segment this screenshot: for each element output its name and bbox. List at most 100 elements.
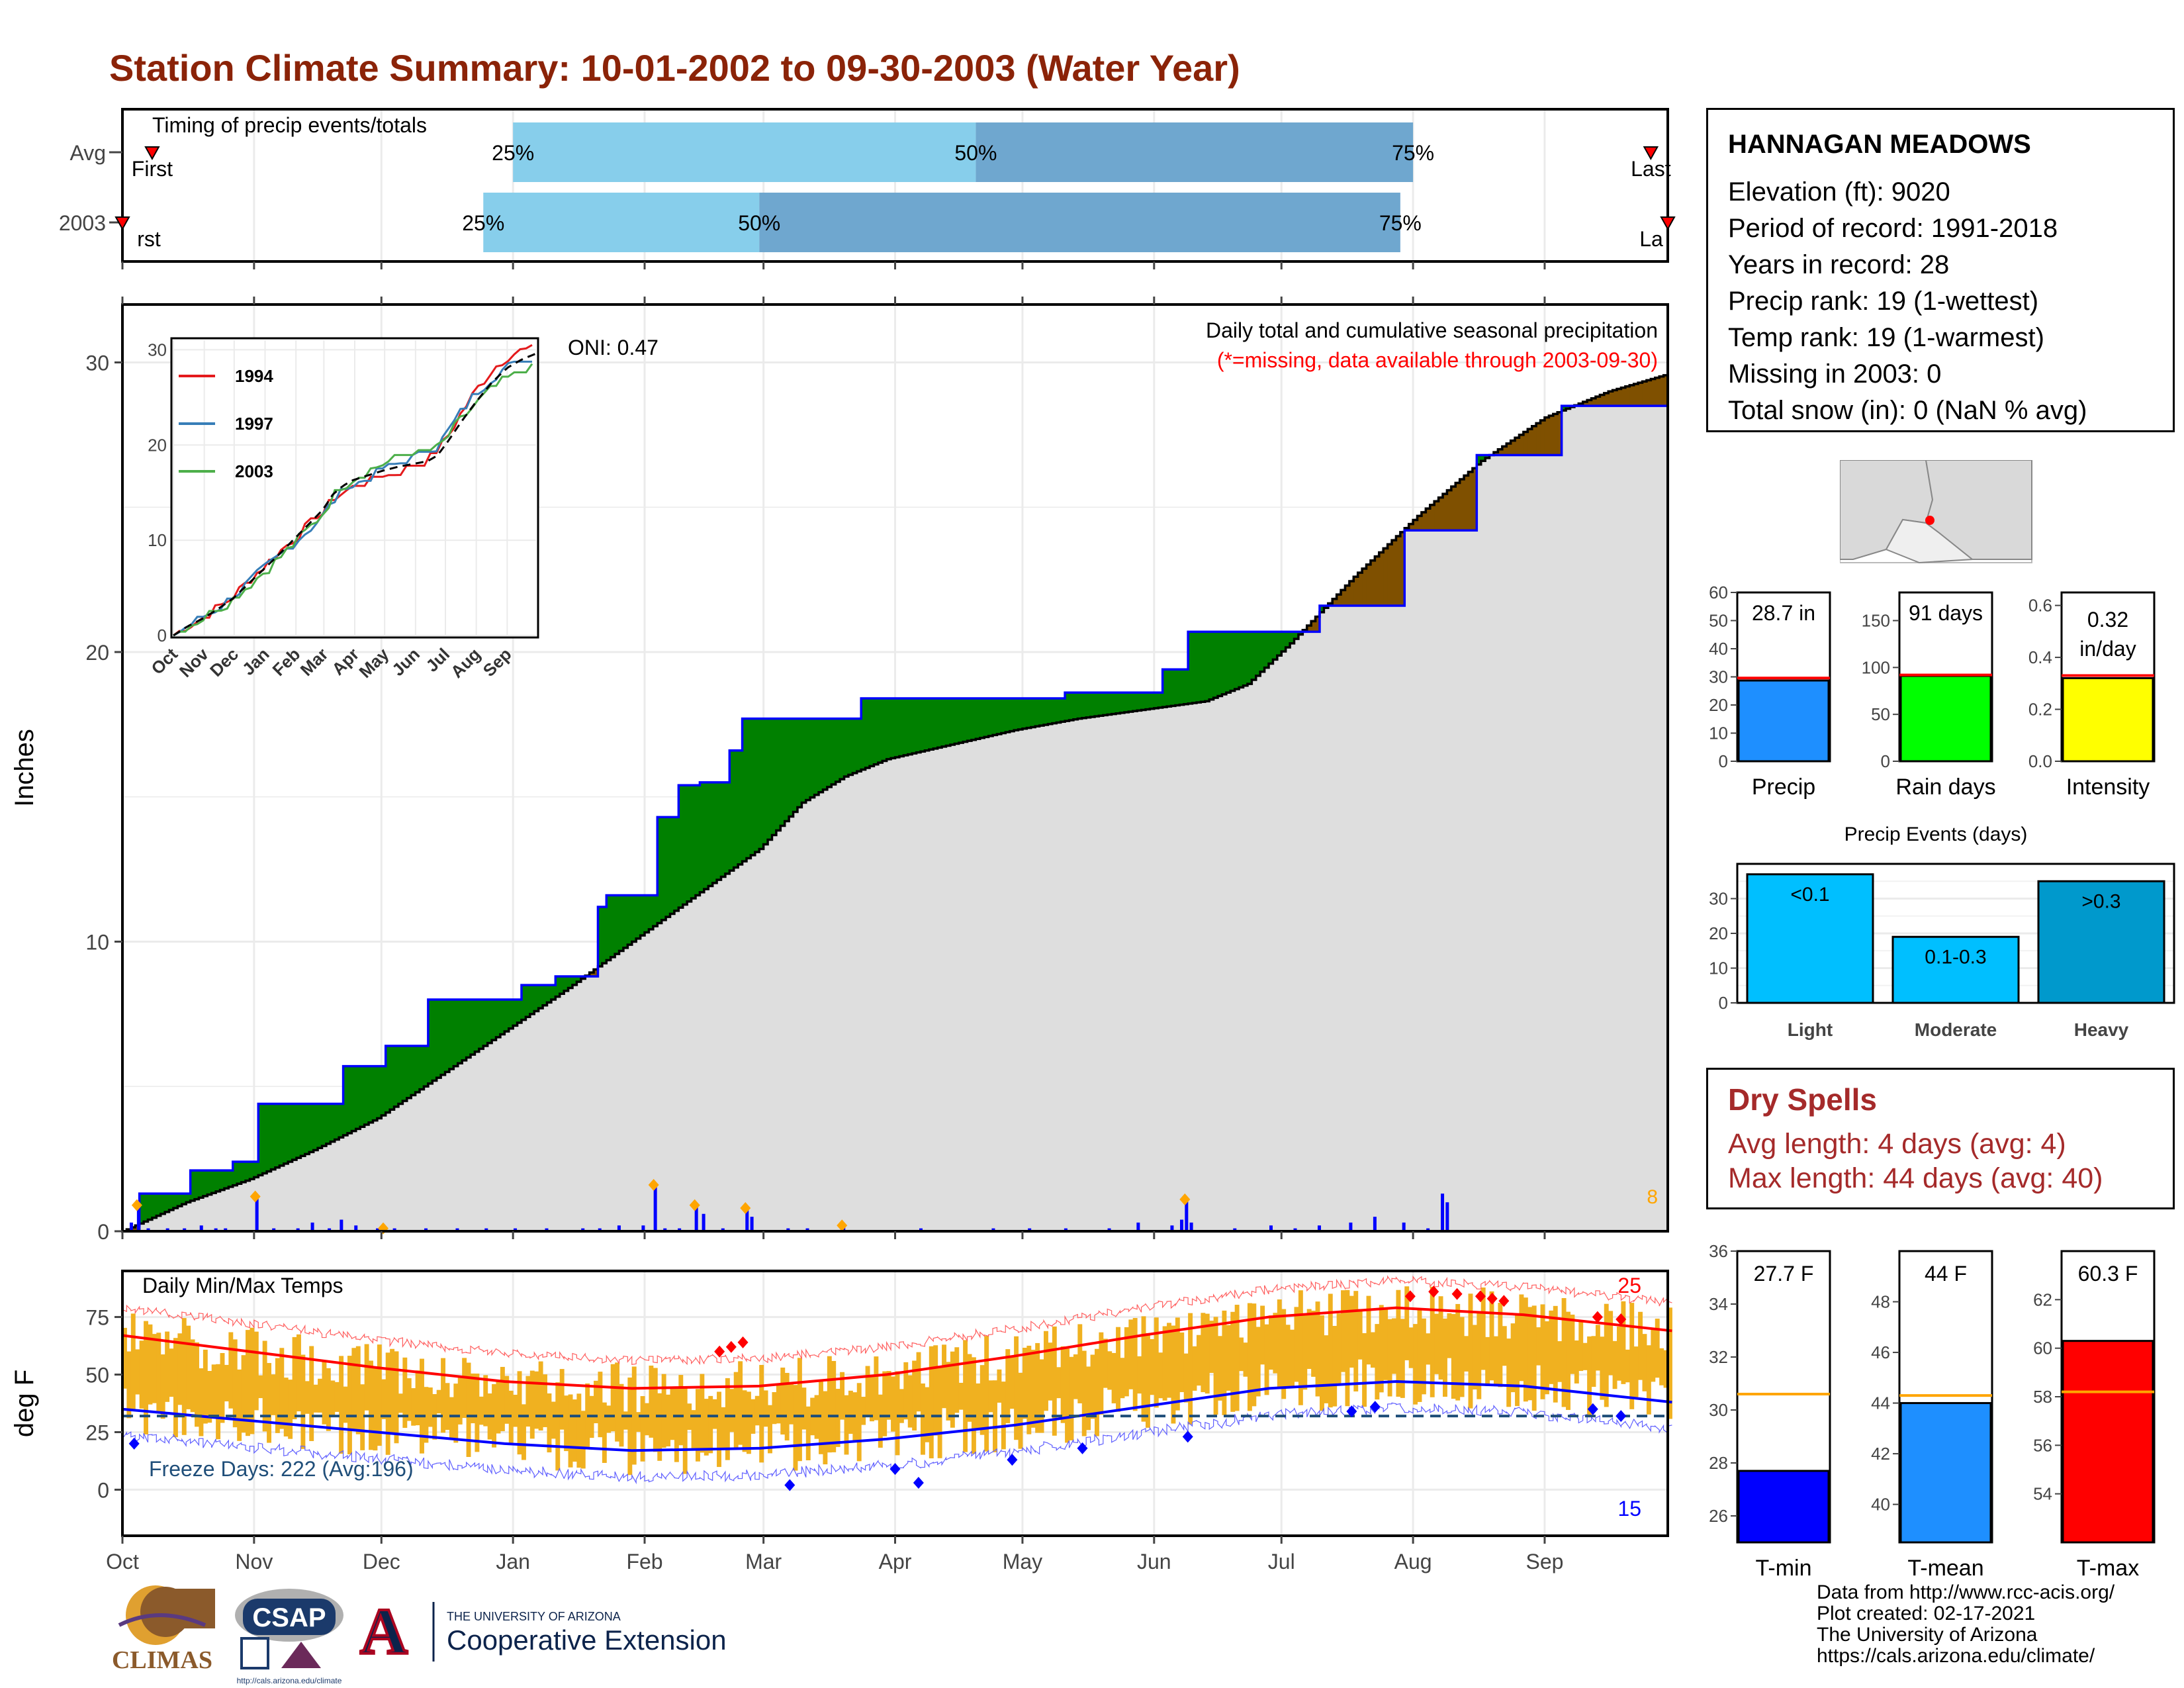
cumulative-diff-segment bbox=[1464, 475, 1469, 531]
daily-temp-range-bar bbox=[1128, 1319, 1134, 1389]
tsum-y-tick-label: 48 bbox=[1871, 1292, 1890, 1312]
cumulative-diff-segment bbox=[819, 718, 823, 792]
daily-temp-range-bar bbox=[394, 1351, 399, 1444]
daily-temp-range-bar bbox=[478, 1396, 484, 1425]
oni-label: ONI: 0.47 bbox=[568, 336, 659, 359]
record-low-marker bbox=[1182, 1430, 1193, 1443]
ua-logo-big: Cooperative Extension bbox=[447, 1624, 727, 1656]
cumulative-diff-segment bbox=[432, 1000, 437, 1081]
cumulative-diff-segment bbox=[805, 718, 811, 800]
cumulative-diff-segment bbox=[1132, 692, 1138, 712]
cumulative-diff-segment bbox=[1107, 692, 1113, 715]
cumulative-diff-segment bbox=[856, 718, 862, 772]
daily-temp-range-bar bbox=[823, 1391, 828, 1465]
station-temp-rank: Temp rank: 19 (1-warmest) bbox=[1728, 323, 2044, 352]
timing-q50-label: 50% bbox=[738, 211, 780, 235]
daily-temp-range-bar bbox=[181, 1318, 187, 1435]
cumulative-diff-segment bbox=[1247, 632, 1252, 684]
cumulative-diff-segment bbox=[466, 1000, 471, 1058]
cumulative-diff-segment bbox=[1124, 692, 1129, 712]
cumulative-diff-segment bbox=[517, 1000, 522, 1023]
record-high-marker bbox=[1451, 1288, 1463, 1300]
cumulative-diff-segment bbox=[1502, 446, 1507, 455]
daily-precip-bar bbox=[694, 1205, 698, 1231]
daily-temp-range-bar bbox=[899, 1389, 904, 1423]
cumulative-diff-segment bbox=[891, 698, 895, 759]
cumulative-diff-segment bbox=[1383, 548, 1388, 606]
cumulative-diff-segment bbox=[169, 1194, 174, 1210]
cumulative-diff-segment bbox=[780, 718, 786, 826]
cumulative-diff-segment bbox=[576, 976, 582, 982]
daily-temp-range-bar bbox=[232, 1339, 238, 1428]
daily-temp-range-bar bbox=[130, 1313, 136, 1409]
tsum-y-tick-label: 28 bbox=[1709, 1453, 1728, 1473]
cumulative-diff-segment bbox=[925, 698, 930, 751]
cumulative-diff-segment bbox=[203, 1170, 208, 1196]
tsum-y-tick-label: 32 bbox=[1709, 1347, 1728, 1367]
daily-precip-bar bbox=[919, 1228, 923, 1231]
daily-temp-range-bar bbox=[1392, 1318, 1396, 1374]
daily-temp-range-bar bbox=[819, 1382, 823, 1454]
timing-q25-label: 25% bbox=[462, 211, 504, 235]
summary-y-tick-label: 30 bbox=[1709, 667, 1728, 687]
event-bar-label: >0.3 bbox=[2081, 890, 2120, 912]
cumulative-diff-segment bbox=[1030, 698, 1036, 727]
cumulative-diff-segment bbox=[521, 985, 526, 1020]
inset-x-tick-label: Feb bbox=[269, 644, 304, 680]
daily-temp-range-bar bbox=[1196, 1335, 1201, 1386]
daily-temp-range-bar bbox=[1081, 1350, 1087, 1436]
events-y-tick-label: 0 bbox=[1719, 993, 1728, 1013]
daily-temp-range-bar bbox=[1553, 1305, 1558, 1403]
daily-temp-range-bar bbox=[1073, 1354, 1078, 1399]
daily-temp-range-bar bbox=[173, 1338, 178, 1438]
daily-temp-range-bar bbox=[322, 1362, 327, 1425]
daily-precip-bar bbox=[214, 1228, 218, 1231]
temp-chart-title: Daily Min/Max Temps bbox=[142, 1274, 343, 1297]
cumulative-diff-segment bbox=[190, 1170, 195, 1201]
daily-precip-bar bbox=[1317, 1225, 1321, 1231]
cumulative-diff-segment bbox=[1099, 692, 1104, 716]
daily-temp-range-bar bbox=[1574, 1340, 1579, 1383]
daily-temp-range-bar bbox=[870, 1375, 874, 1422]
cumulative-diff-segment bbox=[165, 1194, 170, 1212]
daily-temp-range-bar bbox=[381, 1379, 387, 1419]
timing-first-marker bbox=[144, 146, 160, 161]
daily-temp-range-bar bbox=[1319, 1315, 1324, 1411]
tsum-y-tick-label: 42 bbox=[1871, 1444, 1890, 1464]
cumulative-diff-segment bbox=[139, 1194, 144, 1224]
cumulative-diff-segment bbox=[1540, 420, 1545, 455]
cumulative-diff-segment bbox=[508, 1000, 514, 1029]
daily-temp-range-bar bbox=[844, 1395, 849, 1455]
cumulative-diff-segment bbox=[1396, 536, 1401, 606]
daily-temp-range-bar bbox=[445, 1383, 450, 1430]
cumulative-diff-segment bbox=[1341, 590, 1345, 606]
daily-temp-range-bar bbox=[1124, 1327, 1129, 1397]
daily-temp-range-bar bbox=[220, 1352, 225, 1423]
daily-temp-range-bar bbox=[199, 1368, 204, 1436]
cumulative-diff-segment bbox=[674, 817, 679, 911]
cumulative-diff-segment bbox=[899, 698, 904, 757]
cumulative-diff-segment bbox=[1167, 669, 1171, 707]
cumulative-diff-segment bbox=[882, 698, 887, 761]
daily-temp-range-bar bbox=[754, 1395, 760, 1426]
timing-category-label: Avg bbox=[69, 141, 106, 165]
daily-temp-range-bar bbox=[1451, 1314, 1456, 1399]
cumulative-diff-segment bbox=[640, 895, 645, 936]
cumulative-diff-segment bbox=[1065, 692, 1070, 722]
daily-temp-range-bar bbox=[946, 1362, 951, 1421]
daily-temp-range-bar bbox=[1633, 1346, 1639, 1397]
cumulative-diff-segment bbox=[1009, 698, 1015, 731]
daily-temp-range-bar bbox=[886, 1371, 891, 1420]
daily-temp-range-bar bbox=[1459, 1317, 1465, 1397]
cumulative-diff-segment bbox=[1090, 692, 1095, 717]
daily-temp-range-bar bbox=[891, 1376, 895, 1432]
cumulative-diff-segment bbox=[954, 698, 960, 744]
daily-precip-bar bbox=[805, 1228, 809, 1231]
cumulative-diff-segment bbox=[471, 1000, 475, 1055]
cumulative-diff-segment bbox=[525, 985, 531, 1017]
daily-temp-range-bar bbox=[746, 1391, 751, 1454]
daily-temp-range-bar bbox=[1158, 1352, 1163, 1399]
cumulative-diff-segment bbox=[988, 698, 993, 736]
daily-temp-range-bar bbox=[1116, 1327, 1120, 1412]
daily-temp-range-bar bbox=[1608, 1311, 1614, 1376]
